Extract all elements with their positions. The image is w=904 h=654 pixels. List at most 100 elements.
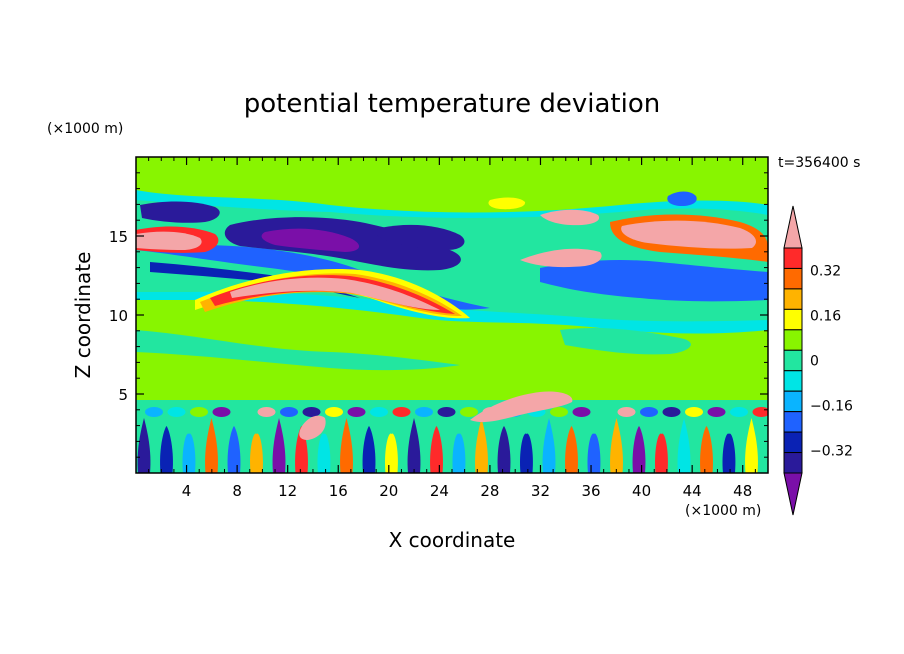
turbulence-blob bbox=[730, 407, 748, 417]
x-tick-label: 8 bbox=[232, 482, 242, 500]
turbulence-cell bbox=[655, 433, 668, 473]
turbulence-blob bbox=[415, 407, 433, 417]
colorbar-top-arrow bbox=[783, 205, 803, 249]
x-tick-label: 36 bbox=[581, 482, 600, 500]
colorbar-swatch bbox=[783, 288, 803, 310]
turbulence-blob bbox=[212, 407, 231, 417]
colorbar-tick-label: 0.32 bbox=[810, 264, 841, 280]
x-tick-label: 32 bbox=[531, 482, 550, 500]
turbulence-blob bbox=[167, 407, 186, 417]
region-pink-right bbox=[520, 248, 602, 268]
colorbar-swatch bbox=[783, 452, 803, 474]
region-teal-mid-a bbox=[136, 330, 460, 371]
turbulence-cell bbox=[745, 418, 758, 473]
lower-turbulence-cells bbox=[137, 407, 768, 473]
turbulence-blob bbox=[572, 407, 591, 417]
turbulence-blob bbox=[685, 407, 703, 417]
region-pink-center bbox=[540, 209, 600, 226]
colorbar-swatch bbox=[783, 247, 803, 269]
turbulence-cell bbox=[317, 433, 331, 473]
region-violet-top bbox=[261, 228, 360, 252]
y-tick-label: 5 bbox=[118, 386, 128, 404]
colorbar-swatch bbox=[783, 370, 803, 392]
region-pink-band bbox=[230, 277, 440, 310]
colorbar: 0.32 0.16 0 −0.16 −0.32 bbox=[783, 205, 853, 516]
region-pink-lower-center bbox=[470, 391, 573, 423]
colorbar-swatch bbox=[783, 267, 803, 290]
x-tick-label: 40 bbox=[632, 482, 651, 500]
x-tick-label: 44 bbox=[683, 482, 702, 500]
turbulence-blob bbox=[662, 407, 681, 417]
region-purple-mid bbox=[376, 224, 465, 250]
turbulence-cell bbox=[182, 433, 196, 473]
turbulence-blob bbox=[145, 407, 163, 417]
colorbar-tick-label: 0 bbox=[810, 354, 819, 370]
turbulence-cell bbox=[475, 418, 488, 473]
turbulence-cell bbox=[137, 418, 151, 473]
region-pink-upper bbox=[136, 231, 202, 250]
turbulence-cell bbox=[610, 418, 623, 473]
x-tick-label: 20 bbox=[379, 482, 398, 500]
colorbar-swatch bbox=[783, 411, 803, 433]
turbulence-cell bbox=[452, 433, 466, 473]
colorbar-tick-label: −0.16 bbox=[810, 399, 853, 415]
chart-title: potential temperature deviation bbox=[244, 89, 660, 119]
turbulence-blob bbox=[235, 407, 253, 417]
turbulence-cell bbox=[542, 418, 556, 473]
x-tick-label: 24 bbox=[430, 482, 449, 500]
turbulence-blob bbox=[640, 407, 658, 417]
x-tick-label: 12 bbox=[278, 482, 297, 500]
turbulence-blob bbox=[347, 407, 366, 417]
colorbar-bottom-arrow bbox=[783, 472, 803, 516]
turbulence-cell bbox=[430, 426, 443, 473]
x-tick-label: 4 bbox=[182, 482, 192, 500]
turbulence-blob bbox=[190, 407, 208, 417]
turbulence-cell bbox=[205, 418, 218, 473]
y-tick-label: 10 bbox=[109, 307, 128, 325]
colorbar-swatch bbox=[783, 390, 803, 413]
turbulence-cell bbox=[385, 433, 398, 473]
turbulence-blob bbox=[460, 407, 478, 417]
turbulence-cell bbox=[700, 426, 713, 473]
region-yellow-top-center bbox=[488, 197, 526, 210]
turbulence-blob bbox=[257, 407, 276, 417]
turbulence-cell bbox=[722, 433, 736, 473]
turbulence-cell bbox=[632, 426, 646, 473]
turbulence-cell bbox=[250, 433, 263, 473]
colorbar-swatch bbox=[783, 329, 803, 351]
turbulence-blob bbox=[617, 407, 636, 417]
turbulence-cell bbox=[160, 426, 173, 473]
contour-field bbox=[136, 157, 768, 473]
x-ticks: 4 8 12 16 20 24 28 32 36 40 44 48 bbox=[148, 157, 756, 500]
x-axis-label: X coordinate bbox=[389, 528, 516, 552]
turbulence-cell bbox=[565, 426, 578, 473]
turbulence-blob bbox=[550, 407, 568, 417]
turbulence-blob bbox=[437, 407, 456, 417]
region-pink-upper-right bbox=[621, 220, 756, 249]
region-pink-lower-left bbox=[299, 415, 326, 440]
x-tick-label: 16 bbox=[329, 482, 348, 500]
time-label: t=356400 s bbox=[778, 155, 860, 171]
turbulence-cell bbox=[587, 433, 601, 473]
y-axis-label: Z coordinate bbox=[71, 252, 95, 379]
colorbar-tick-label: 0.16 bbox=[810, 309, 841, 325]
y-tick-label: 15 bbox=[109, 228, 128, 246]
turbulence-blob bbox=[325, 407, 343, 417]
region-purple-upper-left bbox=[140, 201, 220, 223]
region-blue-b bbox=[540, 260, 768, 302]
turbulence-cell bbox=[407, 418, 421, 473]
turbulence-cell bbox=[520, 433, 533, 473]
region-blue-top-right bbox=[667, 191, 697, 206]
turbulence-cell bbox=[227, 426, 241, 473]
y-ticks: 5 10 15 bbox=[109, 172, 768, 458]
turbulence-cell bbox=[497, 426, 511, 473]
turbulence-blob bbox=[302, 407, 321, 417]
turbulence-blob bbox=[392, 407, 411, 417]
turbulence-cell bbox=[677, 418, 691, 473]
colorbar-swatch bbox=[783, 308, 803, 331]
turbulence-cell bbox=[340, 418, 353, 473]
turbulence-cell bbox=[272, 418, 286, 473]
region-teal-mid-b bbox=[560, 327, 691, 355]
turbulence-blob bbox=[370, 407, 388, 417]
